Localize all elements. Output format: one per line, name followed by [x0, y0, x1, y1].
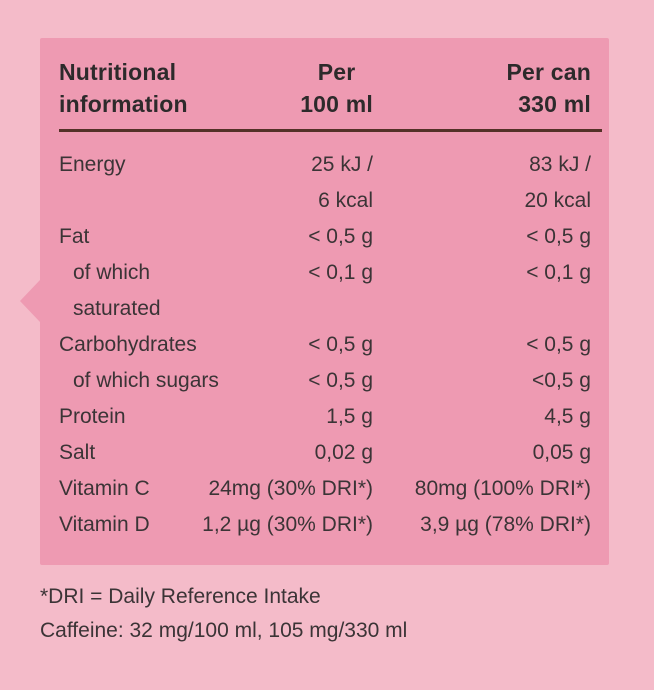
row-label: Vitamin C [59, 477, 150, 500]
table-row-vitamin-d: Vitamin D 1,2 µg (30% DRI*) 3,9 µg (78% … [59, 507, 591, 543]
table-row-carbohydrates: Carbohydrates < 0,5 g < 0,5 g [59, 327, 591, 363]
row-per-can-value: 3,9 µg (78% DRI*) [420, 513, 591, 536]
table-row-salt: Salt 0,02 g 0,05 g [59, 435, 591, 471]
table-header-row: Nutritional information Per 100 ml Per c… [59, 56, 591, 120]
row-per-can-value: < 0,5 g [526, 333, 591, 356]
row-label: Energy [59, 153, 126, 176]
card-pointer-notch-icon [20, 280, 40, 322]
row-per-can-value: < 0,5 g [526, 225, 591, 248]
nutrition-card: Nutritional information Per 100 ml Per c… [40, 38, 609, 565]
row-per-100ml-value: 25 kJ / 6 kcal [311, 153, 373, 212]
row-per-100ml-value: < 0,5 g [308, 369, 373, 392]
footnote-caffeine: Caffeine: 32 mg/100 ml, 105 mg/330 ml [40, 619, 408, 642]
row-per-can-value: 0,05 g [532, 441, 591, 464]
row-label: of which saturated [73, 261, 161, 320]
table-row-energy: Energy 25 kJ / 6 kcal 83 kJ / 20 kcal [59, 147, 591, 219]
row-per-100ml-value: < 0,1 g [308, 261, 373, 284]
row-label: Fat [59, 225, 90, 248]
row-label: Salt [59, 441, 96, 464]
row-per-can-value: <0,5 g [532, 369, 591, 392]
row-per-can-value: 4,5 g [544, 405, 591, 428]
header-divider [59, 129, 602, 132]
footnote-dri: *DRI = Daily Reference Intake [40, 585, 321, 608]
row-per-can-value: 80mg (100% DRI*) [414, 477, 591, 500]
row-per-100ml-value: 24mg (30% DRI*) [208, 477, 373, 500]
header-nutritional-information: Nutritional information [59, 59, 188, 117]
table-body: Energy 25 kJ / 6 kcal 83 kJ / 20 kcal Fa… [59, 147, 591, 543]
header-per-can-330ml: Per can 330 ml [506, 59, 591, 117]
table-row-fat: Fat < 0,5 g < 0,5 g [59, 219, 591, 255]
row-label: Carbohydrates [59, 333, 197, 356]
table-row-of-which-saturated: of which saturated < 0,1 g < 0,1 g [59, 255, 591, 327]
row-per-100ml-value: < 0,5 g [308, 333, 373, 356]
table-row-vitamin-c: Vitamin C 24mg (30% DRI*) 80mg (100% DRI… [59, 471, 591, 507]
row-per-100ml-value: 1,5 g [326, 405, 373, 428]
table-row-of-which-sugars: of which sugars < 0,5 g <0,5 g [59, 363, 591, 399]
table-row-protein: Protein 1,5 g 4,5 g [59, 399, 591, 435]
header-per-100ml: Per 100 ml [300, 59, 373, 117]
row-label: of which sugars [73, 369, 219, 392]
row-label: Protein [59, 405, 126, 428]
row-per-100ml-value: < 0,5 g [308, 225, 373, 248]
row-per-can-value: 83 kJ / 20 kcal [524, 153, 591, 212]
row-per-can-value: < 0,1 g [526, 261, 591, 284]
row-per-100ml-value: 0,02 g [314, 441, 373, 464]
row-per-100ml-value: 1,2 µg (30% DRI*) [202, 513, 373, 536]
footnotes: *DRI = Daily Reference Intake Caffeine: … [40, 580, 407, 648]
row-label: Vitamin D [59, 513, 150, 536]
